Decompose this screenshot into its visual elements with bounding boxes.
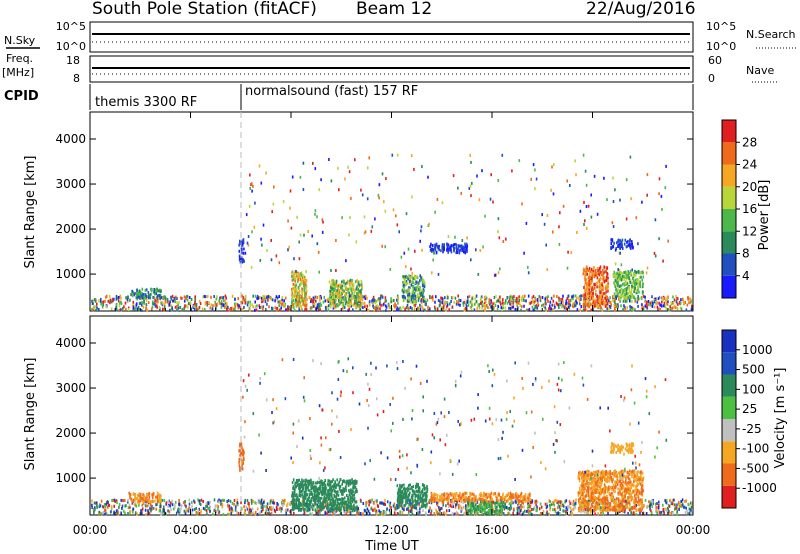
x-tick-label: 20:00 — [575, 523, 610, 537]
colorbar-swatch — [722, 330, 736, 353]
colorbar-swatch — [722, 419, 736, 442]
x-tick-label: 04:00 — [173, 523, 208, 537]
colorbar-swatch — [722, 142, 736, 165]
nsearch-tick-bottom: 10^0 — [706, 40, 736, 53]
velocity-colorbar-label: Velocity [m s⁻¹] — [773, 368, 788, 469]
freq-tick-top: 18 — [66, 54, 80, 67]
colorbar-swatch — [722, 186, 736, 209]
nsearch-label: N.Search — [746, 28, 796, 41]
cpid-panel: CPID themis 3300 RF normalsound (fast) 1… — [4, 84, 694, 110]
station-title: South Pole Station (fitACF) — [92, 0, 317, 19]
x-tick-label: 08:00 — [274, 523, 309, 537]
x-tick-label: 00:00 — [73, 523, 108, 537]
colorbar-tick-label: 500 — [742, 363, 765, 377]
velocity-colorbar: 1000 500 100 25 -25 -100 -500 -1000 Velocity [m… — [721, 329, 788, 509]
colorbar-tick-label: -500 — [742, 461, 769, 475]
colorbar-tick-label: 28 — [742, 135, 757, 149]
colorbar-swatch — [722, 120, 736, 143]
nsky-tick-bottom: 10^0 — [56, 40, 86, 53]
y-tick-label: 1000 — [55, 471, 86, 485]
y-tick-label: 2000 — [55, 426, 86, 440]
colorbar-tick-label: 100 — [742, 382, 765, 396]
colorbar-tick-label: 24 — [742, 158, 757, 172]
colorbar-tick-label: 1000 — [742, 343, 773, 357]
colorbar-tick-label: -25 — [742, 422, 762, 436]
y-tick-label: 2000 — [55, 222, 86, 236]
x-tick-label: 16:00 — [475, 523, 510, 537]
colorbar-swatch — [722, 231, 736, 254]
nave-tick-bottom: 0 — [708, 72, 715, 85]
colorbar-swatch — [722, 164, 736, 187]
colorbar-swatch — [722, 374, 736, 397]
cpid-label: CPID — [4, 89, 39, 104]
y-tick-label: 3000 — [55, 177, 86, 191]
colorbar-swatch — [722, 485, 736, 508]
velocity-data-layer — [91, 357, 693, 516]
colorbar-swatch — [722, 396, 736, 419]
date-title: 22/Aug/2016 — [586, 0, 696, 19]
y-tick-label: 4000 — [55, 132, 86, 146]
nsky-panel: N.Sky 10^5 10^0 10^5 10^0 N.Search — [4, 20, 796, 53]
colorbar-swatch — [722, 253, 736, 276]
power-panel: 1000 2000 3000 4000 Slant Range [km] — [23, 111, 694, 312]
colorbar-swatch — [722, 275, 736, 298]
freq-panel: Freq. [MHz] 18 8 60 0 Nave — [2, 52, 778, 85]
colorbar-tick-label: 16 — [742, 202, 757, 216]
x-axis-title: Time UT — [364, 539, 418, 554]
y-tick-label: 3000 — [55, 381, 86, 395]
colorbar-tick-label: 25 — [742, 402, 757, 416]
colorbar-tick-label: 20 — [742, 180, 757, 194]
velocity-x-axis — [89, 316, 694, 515]
colorbar-swatch — [722, 463, 736, 486]
x-tick-label: 12:00 — [374, 523, 409, 537]
y-tick-label: 4000 — [55, 336, 86, 350]
cpid-segment-1: themis 3300 RF — [95, 95, 197, 110]
x-tick-label: 00:00 — [676, 523, 711, 537]
colorbar-swatch — [722, 209, 736, 232]
velocity-y-axis: 1000 2000 3000 4000 — [55, 336, 693, 485]
cpid-segment-2: normalsound (fast) 157 RF — [245, 84, 418, 99]
colorbar-swatch — [722, 441, 736, 464]
colorbar-frame — [721, 329, 737, 509]
colorbar-tick-label: 8 — [742, 247, 750, 261]
nsearch-tick-top: 10^5 — [706, 20, 736, 33]
power-y-axis: 1000 2000 3000 4000 — [55, 132, 693, 281]
nsky-tick-top: 10^5 — [56, 20, 86, 33]
nsky-label: N.Sky — [4, 34, 36, 47]
freq-label: Freq. — [6, 52, 33, 65]
colorbar-tick-label: -100 — [742, 442, 769, 456]
beam-title: Beam 12 — [356, 0, 432, 19]
colorbar-tick-label: 12 — [742, 224, 757, 238]
power-data-layer — [91, 153, 693, 312]
colorbar-swatch — [722, 352, 736, 375]
power-colorbar-label: Power [dB] — [757, 180, 772, 251]
freq-tick-bottom: 8 — [73, 72, 80, 85]
colorbar-tick-label: -1000 — [742, 481, 777, 495]
colorbar-tick-label: 4 — [742, 269, 750, 283]
power-colorbar: 4 8 12 16 20 24 28 Power [dB] — [721, 119, 772, 299]
time-axis-labels: 00:00 04:00 08:00 12:00 16:00 20:00 00:00 — [73, 523, 711, 537]
power-ylabel: Slant Range [km] — [23, 156, 38, 269]
y-tick-label: 1000 — [55, 267, 86, 281]
velocity-ylabel: Slant Range [km] — [23, 358, 38, 471]
power-x-axis — [89, 112, 694, 311]
nave-tick-top: 60 — [708, 54, 722, 67]
velocity-panel: 1000 2000 3000 4000 Slant Range [km] — [23, 315, 694, 516]
nave-label: Nave — [746, 64, 774, 77]
freq-unit-label: [MHz] — [2, 66, 34, 79]
